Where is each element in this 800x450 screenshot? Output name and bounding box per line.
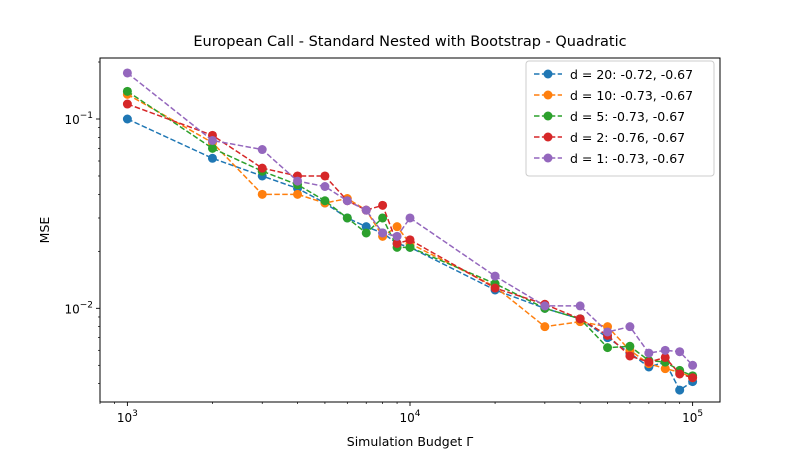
- data-point: [675, 347, 685, 357]
- data-point: [405, 242, 415, 252]
- legend-box: [525, 60, 715, 177]
- data-point: [257, 145, 267, 155]
- data-point: [122, 68, 132, 78]
- data-point: [122, 114, 132, 124]
- series-5: [122, 68, 698, 370]
- y-tick-label: 10−1: [64, 111, 93, 127]
- data-point: [122, 99, 132, 109]
- x-axis-label: Simulation Budget Γ: [347, 434, 473, 449]
- data-point: [660, 364, 670, 374]
- data-point: [392, 222, 402, 232]
- x-tick-label: 103: [117, 409, 138, 425]
- chart-title: European Call - Standard Nested with Boo…: [193, 34, 626, 50]
- data-point: [575, 301, 585, 311]
- data-point: [490, 283, 500, 293]
- data-point: [575, 314, 585, 324]
- data-point: [644, 357, 654, 367]
- legend-marker: [543, 153, 553, 163]
- x-tick-label: 104: [399, 409, 420, 425]
- legend-marker: [543, 132, 553, 142]
- data-point: [320, 182, 330, 192]
- data-point: [207, 135, 217, 145]
- legend-entry: d = 2: -0.76, -0.67: [534, 130, 685, 145]
- legend-marker: [543, 111, 553, 121]
- data-point: [625, 341, 635, 351]
- y-tick-label: 10−2: [64, 300, 93, 316]
- data-point: [625, 351, 635, 361]
- data-point: [540, 301, 550, 311]
- data-point: [540, 322, 550, 332]
- data-point: [122, 86, 132, 96]
- data-point: [257, 163, 267, 173]
- legend-entry: d = 20: -0.72, -0.67: [534, 67, 693, 82]
- data-point: [688, 373, 698, 383]
- data-point: [361, 222, 371, 232]
- data-point: [361, 205, 371, 215]
- y-axis-ticks: 10−2 10−1: [64, 61, 100, 385]
- legend-entry: d = 10: -0.73, -0.67: [534, 88, 693, 103]
- data-point: [361, 228, 371, 238]
- data-point: [688, 360, 698, 370]
- data-point: [490, 271, 500, 281]
- legend-label: d = 10: -0.73, -0.67: [570, 88, 693, 103]
- data-point: [342, 196, 352, 206]
- data-point: [405, 213, 415, 223]
- data-point: [660, 345, 670, 355]
- data-point: [392, 231, 402, 241]
- legend-entry: d = 5: -0.73, -0.67: [534, 109, 685, 124]
- legend-label: d = 2: -0.76, -0.67: [570, 130, 685, 145]
- data-point: [293, 189, 303, 199]
- legend-marker: [543, 69, 553, 79]
- legend: d = 20: -0.72, -0.67 d = 10: -0.73, -0.67…: [525, 60, 715, 177]
- data-point: [660, 352, 670, 362]
- x-tick-label: 105: [682, 409, 703, 425]
- legend-marker: [543, 90, 553, 100]
- legend-entry: d = 1: -0.73, -0.67: [534, 151, 685, 166]
- data-point: [392, 238, 402, 248]
- data-point: [378, 200, 388, 210]
- data-point: [625, 322, 635, 332]
- data-point: [342, 213, 352, 223]
- data-point: [603, 327, 613, 337]
- data-point: [293, 176, 303, 186]
- data-point: [207, 143, 217, 153]
- data-point: [378, 228, 388, 238]
- data-point: [603, 343, 613, 353]
- plot-area: [122, 68, 698, 395]
- data-point: [675, 369, 685, 379]
- data-point: [257, 189, 267, 199]
- legend-label: d = 20: -0.72, -0.67: [570, 67, 693, 82]
- data-point: [207, 153, 217, 163]
- data-point: [378, 213, 388, 223]
- legend-label: d = 5: -0.73, -0.67: [570, 109, 685, 124]
- data-point: [405, 235, 415, 245]
- y-axis-label: MSE: [37, 217, 52, 244]
- data-point: [320, 171, 330, 181]
- data-point: [675, 385, 685, 395]
- data-point: [644, 348, 654, 358]
- x-axis-ticks: 103 104 105: [99, 402, 703, 425]
- plot-frame: [99, 57, 721, 403]
- data-point: [320, 196, 330, 206]
- legend-label: d = 1: -0.73, -0.67: [570, 151, 685, 166]
